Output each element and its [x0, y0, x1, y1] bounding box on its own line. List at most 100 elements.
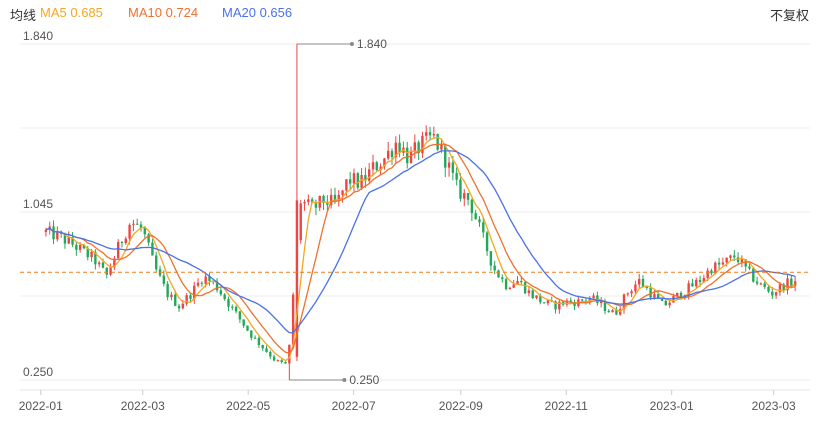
- candle: [101, 262, 105, 268]
- candle: [778, 284, 782, 293]
- candle: [143, 227, 147, 235]
- candle: [82, 244, 86, 249]
- candle: [542, 302, 546, 304]
- candle: [482, 222, 485, 233]
- candle: [630, 291, 633, 294]
- x-tick-label: 2022-05: [226, 399, 270, 413]
- candle: [421, 135, 424, 154]
- candle: [748, 266, 751, 269]
- candle: [638, 278, 641, 285]
- candle: [151, 242, 154, 256]
- candle: [664, 301, 668, 306]
- candle: [367, 169, 371, 181]
- candle: [314, 202, 318, 208]
- x-tick-label: 2022-03: [121, 399, 165, 413]
- candle: [86, 248, 89, 258]
- candle: [706, 270, 709, 279]
- chart-header: 均线 MA5 0.685 MA10 0.724 MA20 0.656 不复权: [0, 0, 831, 26]
- candle: [725, 257, 728, 263]
- candle: [759, 283, 763, 285]
- candle: [672, 296, 675, 303]
- candle: [383, 158, 386, 167]
- candle: [398, 142, 401, 153]
- candle: [90, 251, 93, 258]
- candle: [299, 203, 302, 241]
- candle: [147, 234, 150, 243]
- legend-ma5[interactable]: MA5 0.685: [40, 5, 103, 20]
- candle: [740, 259, 744, 263]
- high-annotation-label: 1.840: [357, 37, 387, 51]
- candle: [413, 142, 417, 151]
- x-tick-label: 2022-01: [19, 399, 63, 413]
- candle: [504, 279, 508, 290]
- candle: [63, 233, 67, 244]
- candle: [676, 292, 679, 297]
- candle: [238, 311, 242, 320]
- candle: [451, 162, 455, 173]
- candle: [113, 258, 116, 268]
- candle: [341, 190, 344, 195]
- candle: [645, 286, 649, 289]
- candle: [162, 275, 166, 284]
- candle: [174, 294, 177, 306]
- candle: [120, 241, 124, 243]
- candle: [348, 179, 352, 184]
- candle: [265, 348, 268, 353]
- candle: [588, 297, 591, 301]
- candle: [698, 279, 702, 283]
- candle: [763, 283, 766, 287]
- candle: [790, 278, 793, 286]
- legend-ma20[interactable]: MA20 0.656: [222, 5, 292, 20]
- indicator-title: 均线: [10, 8, 37, 23]
- candle: [215, 281, 219, 291]
- candle: [257, 337, 261, 345]
- candle: [94, 251, 97, 265]
- legend-ma10-value: 0.724: [165, 5, 199, 20]
- candle: [375, 162, 378, 171]
- candle: [611, 310, 614, 313]
- low-annotation-dot: [342, 378, 347, 382]
- y-tick-label: 0.250: [23, 365, 53, 379]
- candle: [691, 283, 694, 287]
- candle: [360, 175, 363, 188]
- candle: [139, 224, 143, 228]
- candle: [485, 232, 489, 252]
- candle: [181, 303, 185, 309]
- candle: [345, 179, 348, 191]
- candle: [599, 301, 603, 304]
- candle: [774, 292, 778, 296]
- candle: [253, 337, 257, 339]
- y-tick-label: 1.840: [23, 29, 53, 43]
- candle: [52, 226, 55, 240]
- candle: [204, 276, 207, 284]
- low-annotation-label: 0.250: [349, 373, 379, 387]
- candle: [580, 299, 584, 301]
- high-annotation-dot: [349, 42, 354, 46]
- candle: [56, 231, 59, 240]
- candle: [329, 194, 333, 205]
- x-tick-label: 2022-07: [332, 399, 376, 413]
- candle: [246, 325, 249, 331]
- candle: [516, 280, 519, 285]
- candle: [193, 285, 196, 299]
- candle: [615, 310, 618, 315]
- candle: [208, 276, 211, 281]
- candle: [116, 241, 120, 259]
- legend-ma10[interactable]: MA10 0.724: [128, 5, 198, 20]
- candle: [303, 202, 306, 204]
- candle: [432, 134, 436, 136]
- candle: [128, 224, 131, 239]
- adjust-toggle[interactable]: 不复权: [769, 8, 809, 23]
- candle: [444, 144, 447, 168]
- candle: [771, 291, 774, 296]
- candle: [97, 262, 101, 265]
- candle: [634, 284, 637, 292]
- legend-ma5-value: 0.685: [70, 5, 103, 20]
- candle: [455, 172, 458, 180]
- candle: [269, 352, 272, 357]
- candle: [607, 311, 610, 313]
- candle: [155, 255, 158, 270]
- candle: [501, 277, 504, 280]
- candle: [657, 294, 660, 299]
